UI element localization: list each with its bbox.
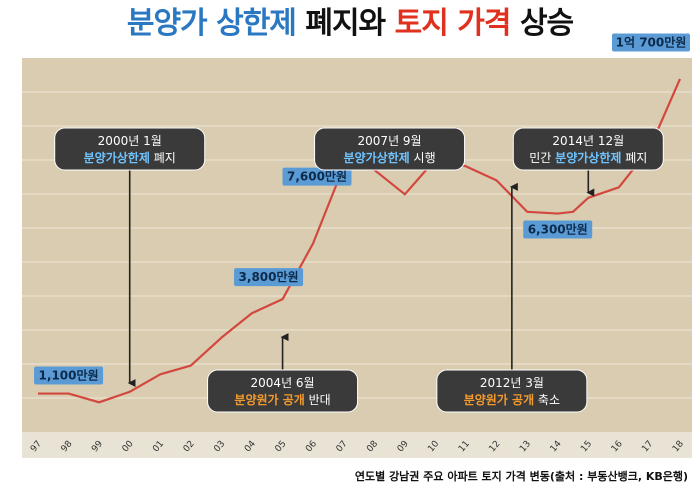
annotation-highlight: 분양원가 공개 (234, 392, 304, 407)
title-part-2: 폐지와 (305, 6, 386, 41)
annotation-highlight: 분양가상한제 (343, 150, 409, 165)
title-part-4: 상승 (519, 6, 574, 41)
annotation-highlight: 분양가상한제 (555, 150, 621, 165)
value-label-box (523, 220, 593, 239)
annotation-rest: 축소 (534, 393, 560, 407)
page-title: 분양가 상한제 폐지와 토지 가격 상승 (0, 2, 700, 46)
annotation-box (54, 127, 206, 171)
annotation-date: 2004년 6월 (251, 376, 315, 390)
annotation-event: 분양원가 공개 축소 (464, 392, 560, 407)
value-label: 1,100만원 (39, 368, 99, 383)
annotation-box (207, 369, 359, 413)
source-caption: 연도별 강남권 주요 아파트 토지 가격 변동(출처 : 부동산뱅크, KB은행… (354, 470, 688, 483)
value-label-box (612, 33, 690, 52)
annotation-date: 2000년 1월 (98, 134, 162, 148)
value-label: 1억 700만원 (616, 34, 687, 49)
annotation-box (436, 369, 588, 413)
annotation-rest: 폐지 (621, 151, 647, 165)
annotation-highlight: 분양원가 공개 (464, 392, 534, 407)
annotation-box (314, 127, 466, 171)
annotation-event: 분양원가 공개 반대 (234, 392, 330, 407)
plot-area (22, 58, 692, 432)
title-part-3: 토지 가격 (394, 6, 512, 41)
x-axis-band (22, 432, 692, 458)
annotation-event: 분양가상한제 시행 (343, 150, 435, 165)
annotation-date: 2014년 12월 (552, 134, 624, 148)
value-label-box (34, 366, 104, 385)
annotation-rest: 반대 (305, 393, 331, 407)
value-label: 3,800만원 (239, 269, 299, 284)
value-label-box (234, 268, 304, 287)
value-label: 7,600만원 (287, 169, 347, 184)
annotation-box (512, 127, 664, 171)
annotation-prefix: 민간 (529, 151, 555, 165)
annotation-event: 분양가상한제 폐지 (84, 150, 176, 165)
annotation-highlight: 분양가상한제 (84, 150, 150, 165)
annotation-date: 2012년 3월 (480, 376, 544, 390)
value-label: 6,300만원 (528, 222, 588, 237)
annotation-rest: 폐지 (150, 151, 176, 165)
annotation-event: 민간 분양가상한제 폐지 (529, 150, 647, 165)
annotation-date: 2007년 9월 (358, 134, 422, 148)
value-label-box (282, 167, 352, 186)
title-part-1: 분양가 상한제 (126, 6, 297, 41)
annotation-rest: 시행 (410, 150, 436, 165)
